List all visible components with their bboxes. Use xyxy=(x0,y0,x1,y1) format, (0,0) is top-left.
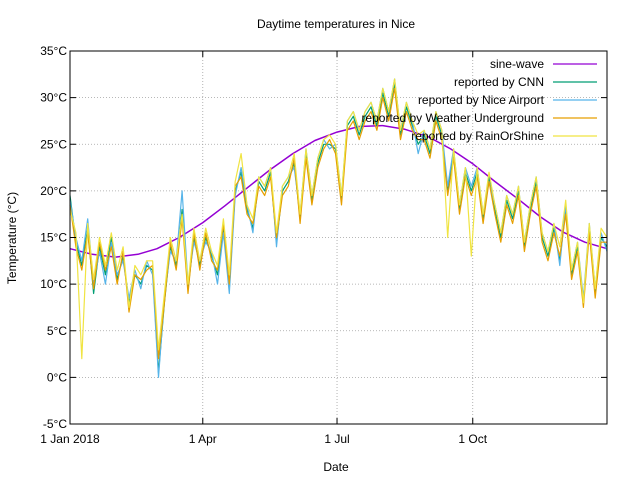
x-tick-label: 1 Oct xyxy=(458,432,487,446)
y-axis-label: Temperature (°C) xyxy=(5,192,19,284)
legend-label-0: sine-wave xyxy=(490,57,544,71)
legend-label-3: reported by Weather Underground xyxy=(361,111,544,125)
y-tick-label: 25°C xyxy=(40,137,67,151)
y-tick-label: 15°C xyxy=(40,231,67,245)
x-axis-label: Date xyxy=(323,460,349,474)
y-tick-label: 20°C xyxy=(40,184,67,198)
y-tick-label: 35°C xyxy=(40,44,67,58)
legend-label-2: reported by Nice Airport xyxy=(418,93,545,107)
axis-ticks: -5°C 0°C 5°C 10°C 15°C 20°C 25°C 30°C 35°C 1 Jan … xyxy=(40,44,607,446)
series-line-4 xyxy=(69,78,608,360)
x-tick-label: 1 Apr xyxy=(189,432,217,446)
legend: sine-wave reported by CNN reported by Nice… xyxy=(361,57,597,143)
legend-label-1: reported by CNN xyxy=(454,75,544,89)
series-lines xyxy=(69,78,608,378)
y-tick-label: -5°C xyxy=(43,417,67,431)
x-tick-label: 1 Jan 2018 xyxy=(40,432,100,446)
chart-title: Daytime temperatures in Nice xyxy=(257,17,415,31)
y-tick-label: 30°C xyxy=(40,91,67,105)
legend-label-4: reported by RainOrShine xyxy=(411,129,544,143)
y-tick-label: 0°C xyxy=(47,370,67,384)
y-tick-label: 10°C xyxy=(40,277,67,291)
series-line-3 xyxy=(69,87,607,360)
x-tick-label: 1 Jul xyxy=(324,432,349,446)
y-tick-label: 5°C xyxy=(47,324,67,338)
